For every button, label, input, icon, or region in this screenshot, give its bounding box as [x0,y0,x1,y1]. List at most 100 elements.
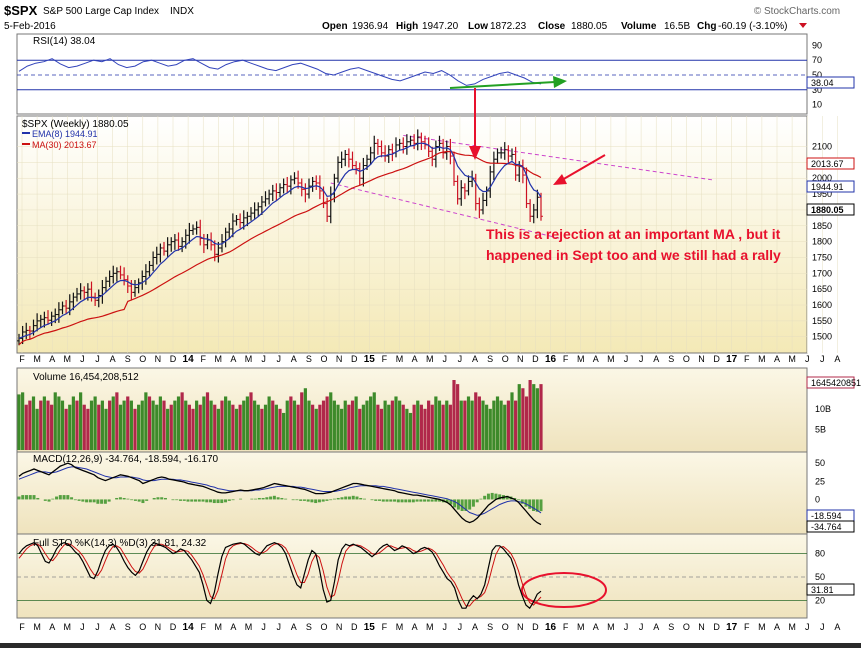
volume-bar [495,396,500,450]
volume-bar [350,400,355,450]
macd-histogram-bar [325,499,329,501]
volume-bar [514,400,518,450]
x-tick-label: M [245,354,253,364]
ma-value-label: 2013.67 [811,159,844,169]
volume-bar [300,392,304,450]
x-tick-label: A [230,622,236,632]
macd-value-label: -34.764 [811,522,842,532]
sto-k-label: 31.81 [811,585,834,595]
x-tick-label: F [744,622,750,632]
volume-bar [213,404,217,450]
open-value: 1936.94 [352,21,389,32]
macd-histogram-bar [411,499,415,503]
x-tick-label: M [788,354,796,364]
macd-histogram-bar [302,499,306,501]
x-tick-label: D [351,622,358,632]
macd-histogram-bar [347,496,351,500]
macd-histogram-bar [133,499,137,501]
volume-bar [401,404,405,450]
volume-bar [372,392,376,450]
rsi-y-tick: 10 [812,100,822,110]
volume-title: Volume 16,454,208,512 [33,372,139,383]
macd-histogram-bar [396,499,400,503]
macd-histogram-bar [21,495,25,500]
volume-bar [365,400,369,450]
x-tick-label: M [758,622,766,632]
x-tick-label: A [110,354,116,364]
green-arrow-line [449,81,556,89]
macd-histogram-bar [212,499,216,504]
volume-bar [492,400,496,450]
volume-bar [64,408,68,450]
green-arrow-head [553,76,567,88]
macd-histogram-bar [51,498,55,500]
rsi-title: RSI(14) 38.04 [33,36,96,47]
price-y-tick: 1950 [812,189,832,199]
volume-bar [412,404,416,450]
volume-bar [340,408,344,450]
price-y-tick: 1550 [812,316,832,326]
macd-histogram-bar [423,499,427,502]
sto-d-line [18,542,542,607]
x-tick-label: A [291,354,297,364]
x-tick-label: N [336,622,343,632]
volume-bar [398,400,402,450]
macd-histogram-bar [329,499,333,501]
volume-bar [488,408,492,450]
volume-bar [21,392,25,450]
macd-histogram-bar [332,498,336,500]
volume-bar [158,396,162,450]
volume-bar [532,384,536,450]
macd-histogram-bar [317,499,321,503]
x-tick-label: N [698,354,705,364]
volume-bar [205,392,210,450]
volume-bar [75,400,79,450]
red-diagonal-arrow-line [561,154,606,181]
macd-histogram-bar [531,499,535,512]
volume-bar [466,396,471,450]
macd-histogram-bar [362,498,366,500]
macd-histogram-bar [494,493,498,500]
volume-bar [126,396,130,450]
macd-histogram-bar [299,499,303,501]
x-tick-label: M [426,622,434,632]
macd-histogram-bar [66,495,70,500]
x-tick-label: J [805,354,810,364]
x-tick-label: N [517,354,524,364]
x-tick-label: A [291,622,297,632]
trend-channel-lines [330,134,713,239]
x-tick-label: M [64,622,72,632]
macd-histogram-bar [77,499,81,501]
macd-histogram-bar [400,499,404,503]
macd-histogram-bar [28,495,32,500]
volume-bar [238,404,242,450]
volume-bar [220,400,224,450]
macd-histogram-bar [55,496,59,500]
ma-value-tag [806,157,855,170]
volume-bar [481,400,485,450]
macd-histogram-bar [524,499,528,507]
volume-bar [499,400,503,450]
volume-bar [115,392,119,450]
x-tick-label: O [320,354,327,364]
price-y-tick: 1800 [812,237,832,247]
x-tick-label: A [49,354,55,364]
x-tick-label: O [139,354,146,364]
macd-histogram-bar [96,499,100,504]
rsi-line [18,58,542,86]
stochastic-title: Full STO %K(14,3) %D(3) 31.81, 24.32 [33,538,207,549]
exchange: INDX [170,6,194,17]
x-tick-label: 14 [183,354,195,365]
low-label: Low [468,21,488,32]
x-tick-label: J [95,354,100,364]
volume-bar [202,396,206,450]
macd-histogram-bar [336,497,340,500]
volume-bar [452,380,456,450]
rsi-y-tick: 30 [812,85,822,95]
macd-histogram-bar [186,499,190,502]
macd-histogram-bar [520,499,524,504]
macd-histogram-bar [17,496,21,500]
macd-histogram-bar [516,499,520,501]
x-tick-label: S [668,354,674,364]
